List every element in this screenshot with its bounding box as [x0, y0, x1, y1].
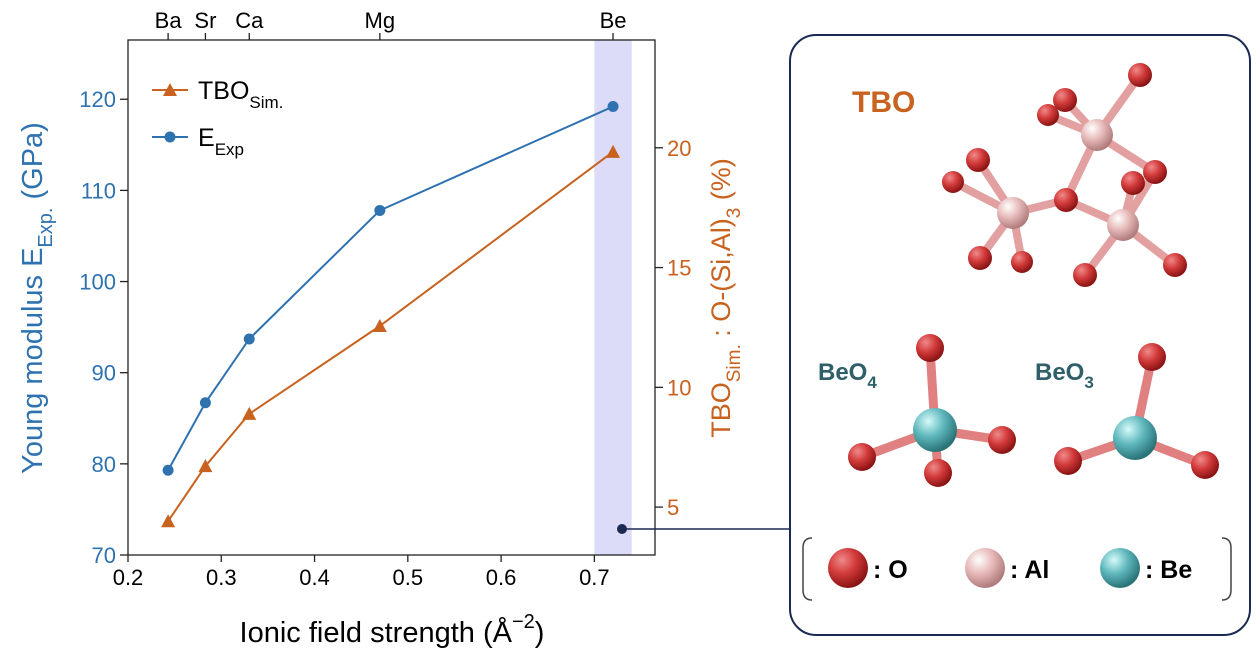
label-text: Ionic field strength (Å: [240, 616, 513, 649]
data-point: [162, 464, 174, 476]
data-point: [372, 319, 387, 333]
x-tick-label: 0.7: [579, 565, 610, 590]
label-sub: 3: [724, 208, 745, 219]
label-text: Young modulus E: [17, 248, 49, 474]
data-point: [198, 459, 213, 473]
x-tick-label: 0.5: [393, 565, 424, 590]
top-tick-label: Ca: [235, 8, 264, 33]
atom-icon: [1100, 548, 1140, 588]
data-point: [606, 144, 621, 158]
atom-legend-label: : Al: [1010, 556, 1049, 584]
structure-panel: TBO BeO4 BeO3 : O : Al : Be: [617, 34, 1251, 636]
y-tick-label: 90: [92, 361, 116, 386]
legend-label: TBOSim.: [198, 77, 283, 112]
label-sub: 3: [1084, 373, 1093, 392]
label-text: ): [535, 617, 545, 649]
data-point: [242, 406, 257, 420]
y-tick-label: 110: [81, 178, 116, 203]
x-tick-label: 0.6: [486, 565, 517, 590]
label-sup: −2: [512, 611, 535, 633]
atom-icon: [965, 548, 1005, 588]
series-line: [167, 151, 614, 522]
panel-frame: [789, 34, 1251, 636]
y2-tick-label: 15: [667, 256, 691, 281]
y2-tick-label: 5: [667, 495, 679, 520]
y2-tick-label: 20: [667, 136, 691, 161]
y-axis-label: Young modulus EExp. (GPa): [17, 122, 57, 474]
x-axis-label: Ionic field strength (Å−2): [240, 611, 545, 649]
legend-name: E: [198, 124, 215, 152]
x-tick-label: 0.3: [206, 565, 237, 590]
atom-legend-label: : Be: [1145, 556, 1192, 584]
atom-icon: [828, 548, 868, 588]
label-sub: 4: [867, 373, 877, 392]
legend-marker: [163, 83, 177, 96]
label-text: BeO: [1035, 359, 1084, 386]
top-tick-label: Ba: [155, 8, 183, 33]
series-line: [167, 105, 614, 471]
label-text: BeO: [818, 359, 867, 386]
chart: 0.2 0.3 0.4 0.5 0.6 0.7 Ba Sr Ca Mg Be 70 80 90 100 110…: [17, 8, 745, 649]
data-point: [607, 101, 619, 113]
legend-label: EExp: [198, 124, 244, 159]
label-sub: Sim.: [724, 344, 745, 382]
legend-bracket: [802, 537, 1232, 601]
x-tick-label: 0.2: [113, 565, 144, 590]
x-tick-label: 0.4: [299, 565, 330, 590]
data-point: [243, 333, 255, 345]
legend-name: TBO: [198, 77, 249, 105]
legend-sub: Exp: [215, 140, 244, 159]
beo4-label: BeO4: [818, 359, 877, 392]
tbo-molecule: [942, 63, 1187, 287]
connector-dot: [617, 524, 627, 534]
atom-legend-label: : O: [873, 556, 908, 584]
beo3-molecule: [1054, 343, 1219, 479]
label-text: (GPa): [17, 122, 49, 207]
panel-title: TBO: [852, 86, 915, 119]
data-point: [161, 514, 176, 528]
y-tick-label: 120: [79, 87, 116, 112]
y2-tick-label: 10: [667, 375, 691, 400]
y2-axis-label: TBOSim. : O-(Si,Al)3 (%): [706, 158, 745, 438]
y-tick-label: 100: [79, 270, 116, 295]
y-tick-label: 80: [92, 452, 116, 477]
label-text: (%): [706, 158, 736, 208]
beo3-label: BeO3: [1035, 359, 1094, 392]
label-text: TBO: [706, 382, 736, 438]
y-tick-label: 70: [92, 543, 116, 568]
highlight-band: [594, 40, 632, 555]
top-tick-label: Be: [600, 8, 627, 33]
legend-sub: Sim.: [249, 93, 283, 112]
legend-marker: [164, 131, 176, 143]
label-text: : O-(Si,Al): [706, 218, 736, 344]
top-tick-label: Mg: [365, 8, 396, 33]
plot-frame: [127, 39, 656, 556]
data-point: [199, 397, 211, 409]
beo4-molecule: [848, 334, 1016, 487]
top-tick-label: Sr: [194, 8, 216, 33]
label-sub: Exp.: [35, 208, 57, 248]
data-point: [374, 204, 386, 216]
